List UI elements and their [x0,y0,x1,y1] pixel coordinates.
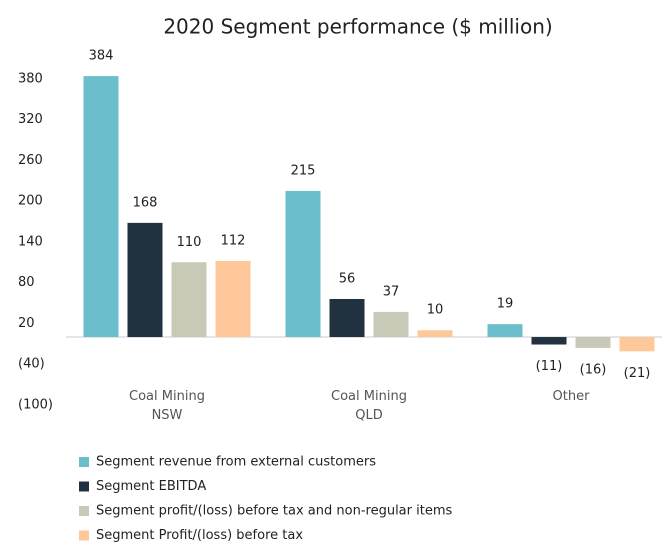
y-tick-label: 200 [18,194,43,209]
bar [487,324,523,338]
bar [619,337,655,352]
bar [417,330,453,338]
value-label: 110 [177,235,202,250]
legend-label: Segment Profit/(loss) before tax [96,528,303,542]
legend-swatch [79,481,89,492]
bar [83,76,119,338]
bar [285,190,321,338]
x-tick-label: Coal Mining NSW [129,389,205,423]
value-label: 37 [383,284,400,299]
y-tick-label: 80 [18,275,35,290]
y-tick-label: (100) [18,398,53,413]
legend-label: Segment EBITDA [96,479,206,494]
x-tick-label: Other [552,389,590,404]
legend-swatch [79,506,89,516]
value-label: 112 [221,233,246,248]
bar [373,311,409,338]
value-label: (16) [580,362,607,377]
y-tick-label: (40) [18,357,45,372]
bar [215,260,251,338]
value-label: 10 [427,303,444,318]
x-tick-label: Coal Mining QLD [331,389,407,423]
bar [329,298,365,338]
value-label: 384 [89,49,114,64]
y-tick-label: 140 [18,234,43,249]
legend-swatch [79,457,89,467]
bar [171,262,207,338]
chart-title: 2020 Segment performance ($ million) [163,15,552,39]
value-label: (21) [624,366,651,381]
legend-swatch [79,530,89,541]
legend-label: Segment profit/(loss) before tax and non… [96,504,452,519]
bar [575,337,611,348]
legend-label: Segment revenue from external customers [96,455,376,470]
value-label: 56 [339,271,356,286]
bar [531,337,567,345]
y-tick-label: 320 [18,112,43,127]
y-tick-label: 260 [18,153,43,168]
bar [127,222,163,338]
value-label: 19 [497,297,514,312]
value-label: 215 [291,163,316,178]
value-label: (11) [536,359,563,374]
value-label: 168 [133,195,158,210]
y-tick-label: 380 [18,71,43,86]
y-tick-label: 20 [18,316,35,331]
